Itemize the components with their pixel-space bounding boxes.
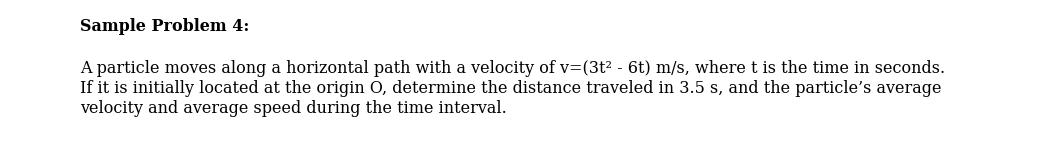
Text: A particle moves along a horizontal path with a velocity of v​=​(3t² - 6t) m/s, : A particle moves along a horizontal path… (80, 60, 945, 77)
Text: Sample Problem 4:: Sample Problem 4: (80, 18, 249, 35)
Text: velocity and average speed during the time interval.: velocity and average speed during the ti… (80, 100, 506, 117)
Text: If it is initially located at the origin O, determine the distance traveled in 3: If it is initially located at the origin… (80, 80, 942, 97)
